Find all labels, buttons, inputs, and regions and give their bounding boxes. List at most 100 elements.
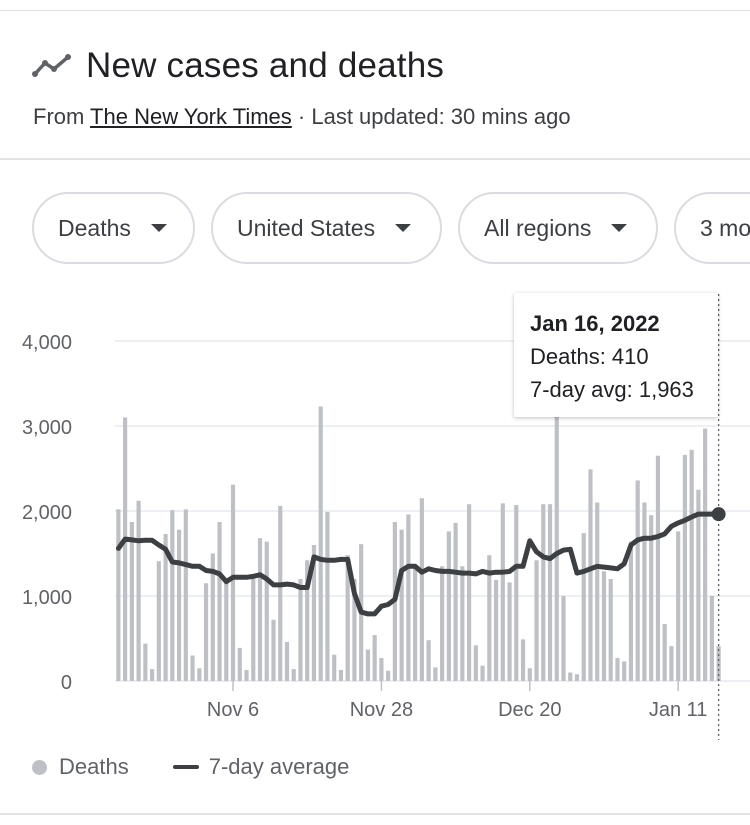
x-tick-label: Dec 20: [498, 699, 561, 721]
chart-tooltip: Jan 16, 2022 Deaths: 410 7-day avg: 1,96…: [514, 293, 718, 417]
bar-deaths: [527, 668, 532, 681]
bar-deaths: [547, 504, 553, 681]
tooltip-deaths: Deaths: 410: [530, 344, 649, 369]
range-dropdown-label: 3 months: [700, 214, 750, 241]
bar-deaths: [493, 579, 499, 681]
bar-deaths: [338, 669, 344, 681]
bar-deaths: [129, 522, 134, 681]
bar-deaths: [635, 480, 640, 681]
bar-deaths: [669, 646, 674, 681]
bar-deaths: [345, 555, 350, 681]
bar-deaths: [716, 646, 721, 681]
bar-deaths: [203, 583, 209, 681]
bar-deaths: [595, 502, 600, 681]
bar-deaths: [581, 533, 586, 681]
bottom-divider: [0, 813, 750, 815]
bar-deaths: [116, 509, 121, 681]
bar-deaths: [473, 645, 478, 681]
legend-average-label: 7-day average: [208, 754, 350, 779]
metric-dropdown-label: Deaths: [58, 214, 131, 241]
bar-deaths: [365, 649, 371, 681]
y-tick-label: 2,000: [22, 502, 72, 524]
chart-legend: Deaths 7-day average: [32, 754, 349, 780]
bar-deaths: [460, 566, 465, 681]
bar-deaths: [507, 582, 512, 681]
bar-deaths: [190, 655, 195, 681]
bar-deaths: [487, 555, 492, 681]
bar-deaths: [163, 533, 168, 681]
bar-deaths: [264, 541, 269, 681]
title-row: New cases and deaths: [32, 46, 444, 86]
bar-deaths: [534, 560, 539, 681]
location-dropdown-label: United States: [237, 214, 376, 241]
bar-deaths: [352, 579, 357, 681]
last-updated: · Last updated: 30 mins ago: [291, 104, 571, 129]
bar-deaths: [662, 624, 667, 681]
tooltip-average: 7-day avg: 1,963: [530, 377, 694, 402]
source-line: From The New York Times · Last updated: …: [33, 104, 571, 130]
bar-deaths: [446, 531, 451, 681]
card-header: New cases and deaths From The New York T…: [0, 0, 750, 160]
dropdown-caret-icon: [150, 224, 167, 232]
region-dropdown[interactable]: All regions: [458, 192, 658, 264]
tooltip-date: Jan 16, 2022: [530, 311, 660, 336]
bar-deaths: [399, 529, 404, 681]
bar-deaths: [136, 500, 141, 681]
bar-deaths: [520, 639, 526, 681]
deaths-chart[interactable]: 0 1,000 2,000 3,000 4,000 Nov 6 Nov 28 Dec 20 Ja…: [0, 280, 750, 750]
x-tick-label: Jan 11: [649, 699, 708, 721]
source-prefix: From: [33, 104, 91, 129]
legend-deaths-label: Deaths: [59, 754, 129, 779]
bar-deaths: [514, 505, 519, 681]
bar-deaths: [237, 647, 242, 681]
range-dropdown[interactable]: 3 months: [674, 192, 750, 264]
bar-deaths: [655, 455, 661, 681]
trend-line-icon: [32, 54, 71, 77]
bar-deaths: [143, 643, 148, 681]
bar-deaths: [379, 658, 384, 681]
y-tick-label: 3,000: [22, 417, 72, 439]
metric-dropdown[interactable]: Deaths: [32, 192, 195, 264]
bar-deaths: [541, 504, 546, 681]
top-divider: [0, 10, 750, 11]
bar-deaths: [615, 658, 620, 681]
bar-deaths: [561, 596, 566, 681]
bar-deaths: [311, 545, 317, 681]
bar-deaths: [608, 579, 613, 681]
x-tick-label: Nov 6: [207, 699, 259, 721]
bar-deaths: [628, 541, 634, 681]
bar-deaths: [332, 654, 337, 681]
bar-deaths: [453, 522, 458, 681]
y-tick-label: 1,000: [22, 587, 72, 609]
header-divider: [0, 158, 750, 160]
source-link[interactable]: The New York Times: [90, 104, 292, 129]
bar-deaths: [689, 449, 694, 681]
bar-deaths: [210, 553, 215, 681]
bar-deaths: [413, 566, 418, 681]
bar-deaths: [466, 504, 472, 681]
bar-deaths: [500, 503, 505, 681]
y-tick-label: 0: [61, 672, 72, 694]
bar-deaths: [170, 510, 175, 681]
bar-deaths: [682, 454, 687, 681]
bar-deaths: [271, 619, 276, 681]
bar-deaths: [386, 670, 391, 681]
bar-deaths: [588, 469, 593, 681]
bar-deaths: [305, 560, 310, 681]
dropdown-caret-icon: [395, 224, 412, 232]
legend-deaths-swatch: [32, 759, 47, 775]
bar-deaths: [217, 522, 222, 681]
y-tick-label: 4,000: [22, 332, 72, 354]
bar-deaths: [251, 579, 256, 681]
average-line: [115, 511, 722, 617]
bar-deaths: [622, 661, 627, 681]
bar-deaths: [554, 409, 559, 681]
bar-deaths: [298, 579, 303, 681]
location-dropdown[interactable]: United States: [211, 192, 442, 264]
bar-deaths: [601, 571, 607, 681]
bar-deaths: [419, 498, 424, 681]
bar-deaths: [156, 561, 161, 681]
bar-deaths: [568, 672, 573, 681]
bar-deaths: [574, 674, 580, 681]
bar-deaths: [257, 538, 263, 681]
